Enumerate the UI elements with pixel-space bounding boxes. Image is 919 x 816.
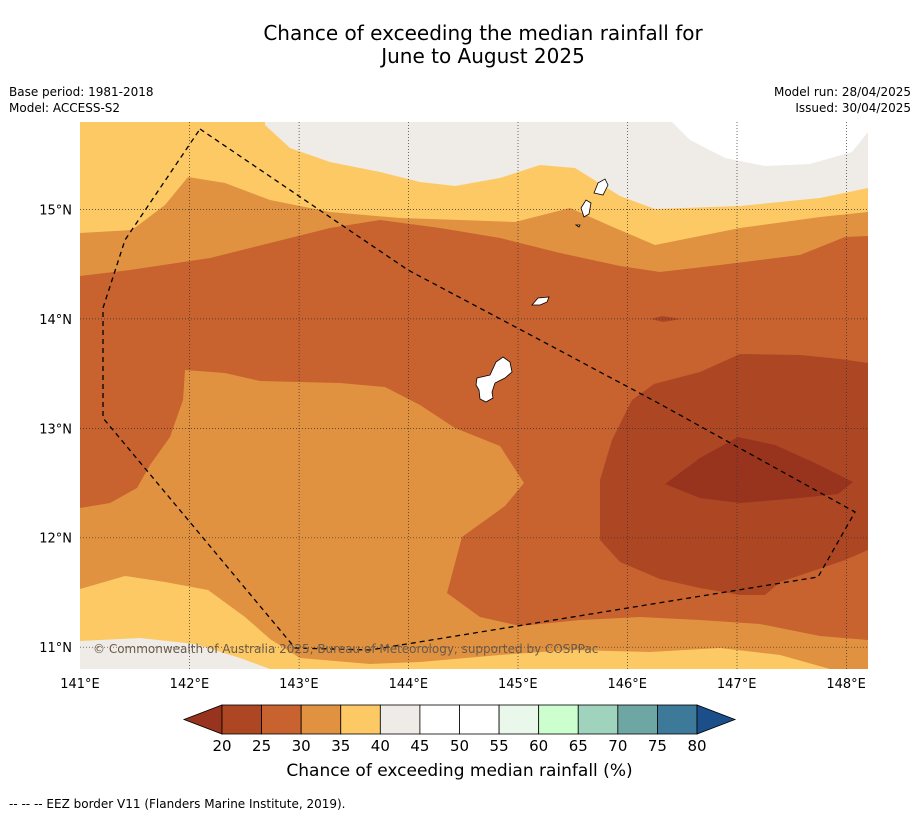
colorbar-over-arrow xyxy=(696,704,737,735)
metadata-left: Base period: 1981-2018 Model: ACCESS-S2 xyxy=(9,84,154,116)
lat-tick-label: 13°N xyxy=(39,422,72,437)
colorbar-segment xyxy=(538,704,579,735)
saipan-island xyxy=(593,178,609,196)
colorbar-under-arrow xyxy=(182,704,223,735)
colorbar-tick-label: 80 xyxy=(687,737,706,755)
latitude-tick-labels: 15°N 14°N 13°N 12°N 11°N xyxy=(39,204,72,657)
colorbar-tick-label: 35 xyxy=(331,737,350,755)
colorbar-segment xyxy=(261,704,302,735)
island-outlines xyxy=(475,178,609,403)
lon-tick-label: 148°E xyxy=(826,677,866,692)
grid-lines xyxy=(80,122,868,669)
contour-below-20 xyxy=(665,437,853,503)
lon-tick-label: 143°E xyxy=(279,677,319,692)
colorbar-segment xyxy=(221,704,262,735)
lon-tick-label: 146°E xyxy=(607,677,647,692)
aguijan-island xyxy=(574,224,581,228)
colorbar-segment xyxy=(340,704,381,735)
colorbar-tick-label: 75 xyxy=(648,737,667,755)
lat-tick-label: 15°N xyxy=(39,204,72,219)
colorbar-tick-label: 25 xyxy=(252,737,271,755)
colorbar-segment xyxy=(300,704,342,735)
eez-border xyxy=(102,128,856,651)
colorbar-tick-label: 50 xyxy=(450,737,469,755)
colorbar-segment xyxy=(379,704,421,735)
copyright-notice: © Commonwealth of Australia 2025, Bureau… xyxy=(93,642,598,656)
colorbar-segment xyxy=(419,704,460,735)
lon-tick-label: 142°E xyxy=(170,677,210,692)
lon-tick-label: 145°E xyxy=(498,677,538,692)
colorbar-tick-label: 45 xyxy=(410,737,429,755)
guam-island xyxy=(475,356,513,403)
colorbar-segment xyxy=(577,704,619,735)
colorbar-tick-label: 30 xyxy=(292,737,311,755)
lon-tick-label: 147°E xyxy=(717,677,757,692)
title-line-1: Chance of exceeding the median rainfall … xyxy=(263,21,703,45)
lon-tick-label: 141°E xyxy=(60,677,100,692)
lat-tick-label: 12°N xyxy=(39,532,72,547)
lon-tick-label: 144°E xyxy=(389,677,429,692)
colorbar-tick-label: 55 xyxy=(490,737,509,755)
rainfall-contours xyxy=(80,122,868,669)
base-period: Base period: 1981-2018 xyxy=(9,85,154,99)
eez-footnote: -- -- -- EEZ border V11 (Flanders Marine… xyxy=(9,797,346,811)
chart-title: Chance of exceeding the median rainfall … xyxy=(0,22,919,68)
colorbar-tick-label: 20 xyxy=(212,737,231,755)
lat-tick-label: 11°N xyxy=(39,641,72,656)
model-name: Model: ACCESS-S2 xyxy=(9,101,121,115)
longitude-tick-labels: 141°E 142°E 143°E 144°E 145°E 146°E 147°E 148°E xyxy=(60,677,866,692)
rota-island xyxy=(531,296,550,306)
contour-40-45-northeast xyxy=(672,122,868,166)
model-run: Model run: 28/04/2025 xyxy=(773,85,911,99)
colorbar-title: Chance of exceeding median rainfall (%) xyxy=(286,761,633,781)
colorbar-tick-label: 40 xyxy=(371,737,390,755)
colorbar-segment xyxy=(657,704,698,735)
lat-tick-label: 14°N xyxy=(39,313,72,328)
title-line-2: June to August 2025 xyxy=(381,44,585,68)
colorbar-segment xyxy=(617,704,658,735)
issued-date: Issued: 30/04/2025 xyxy=(795,101,911,115)
tinian-island xyxy=(580,199,592,218)
colorbar-tick-label: 65 xyxy=(569,737,588,755)
colorbar-segment xyxy=(459,704,500,735)
colorbar-tick-label: 70 xyxy=(608,737,627,755)
colorbar-tick-label: 60 xyxy=(529,737,548,755)
colorbar-segment xyxy=(498,704,540,735)
colorbar-tick-labels: 20 25 30 35 40 45 50 55 60 65 70 75 80 xyxy=(212,737,706,755)
contour-40-45-south xyxy=(80,638,270,669)
metadata-right: Model run: 28/04/2025 Issued: 30/04/2025 xyxy=(774,84,911,116)
colorbar xyxy=(182,704,737,735)
